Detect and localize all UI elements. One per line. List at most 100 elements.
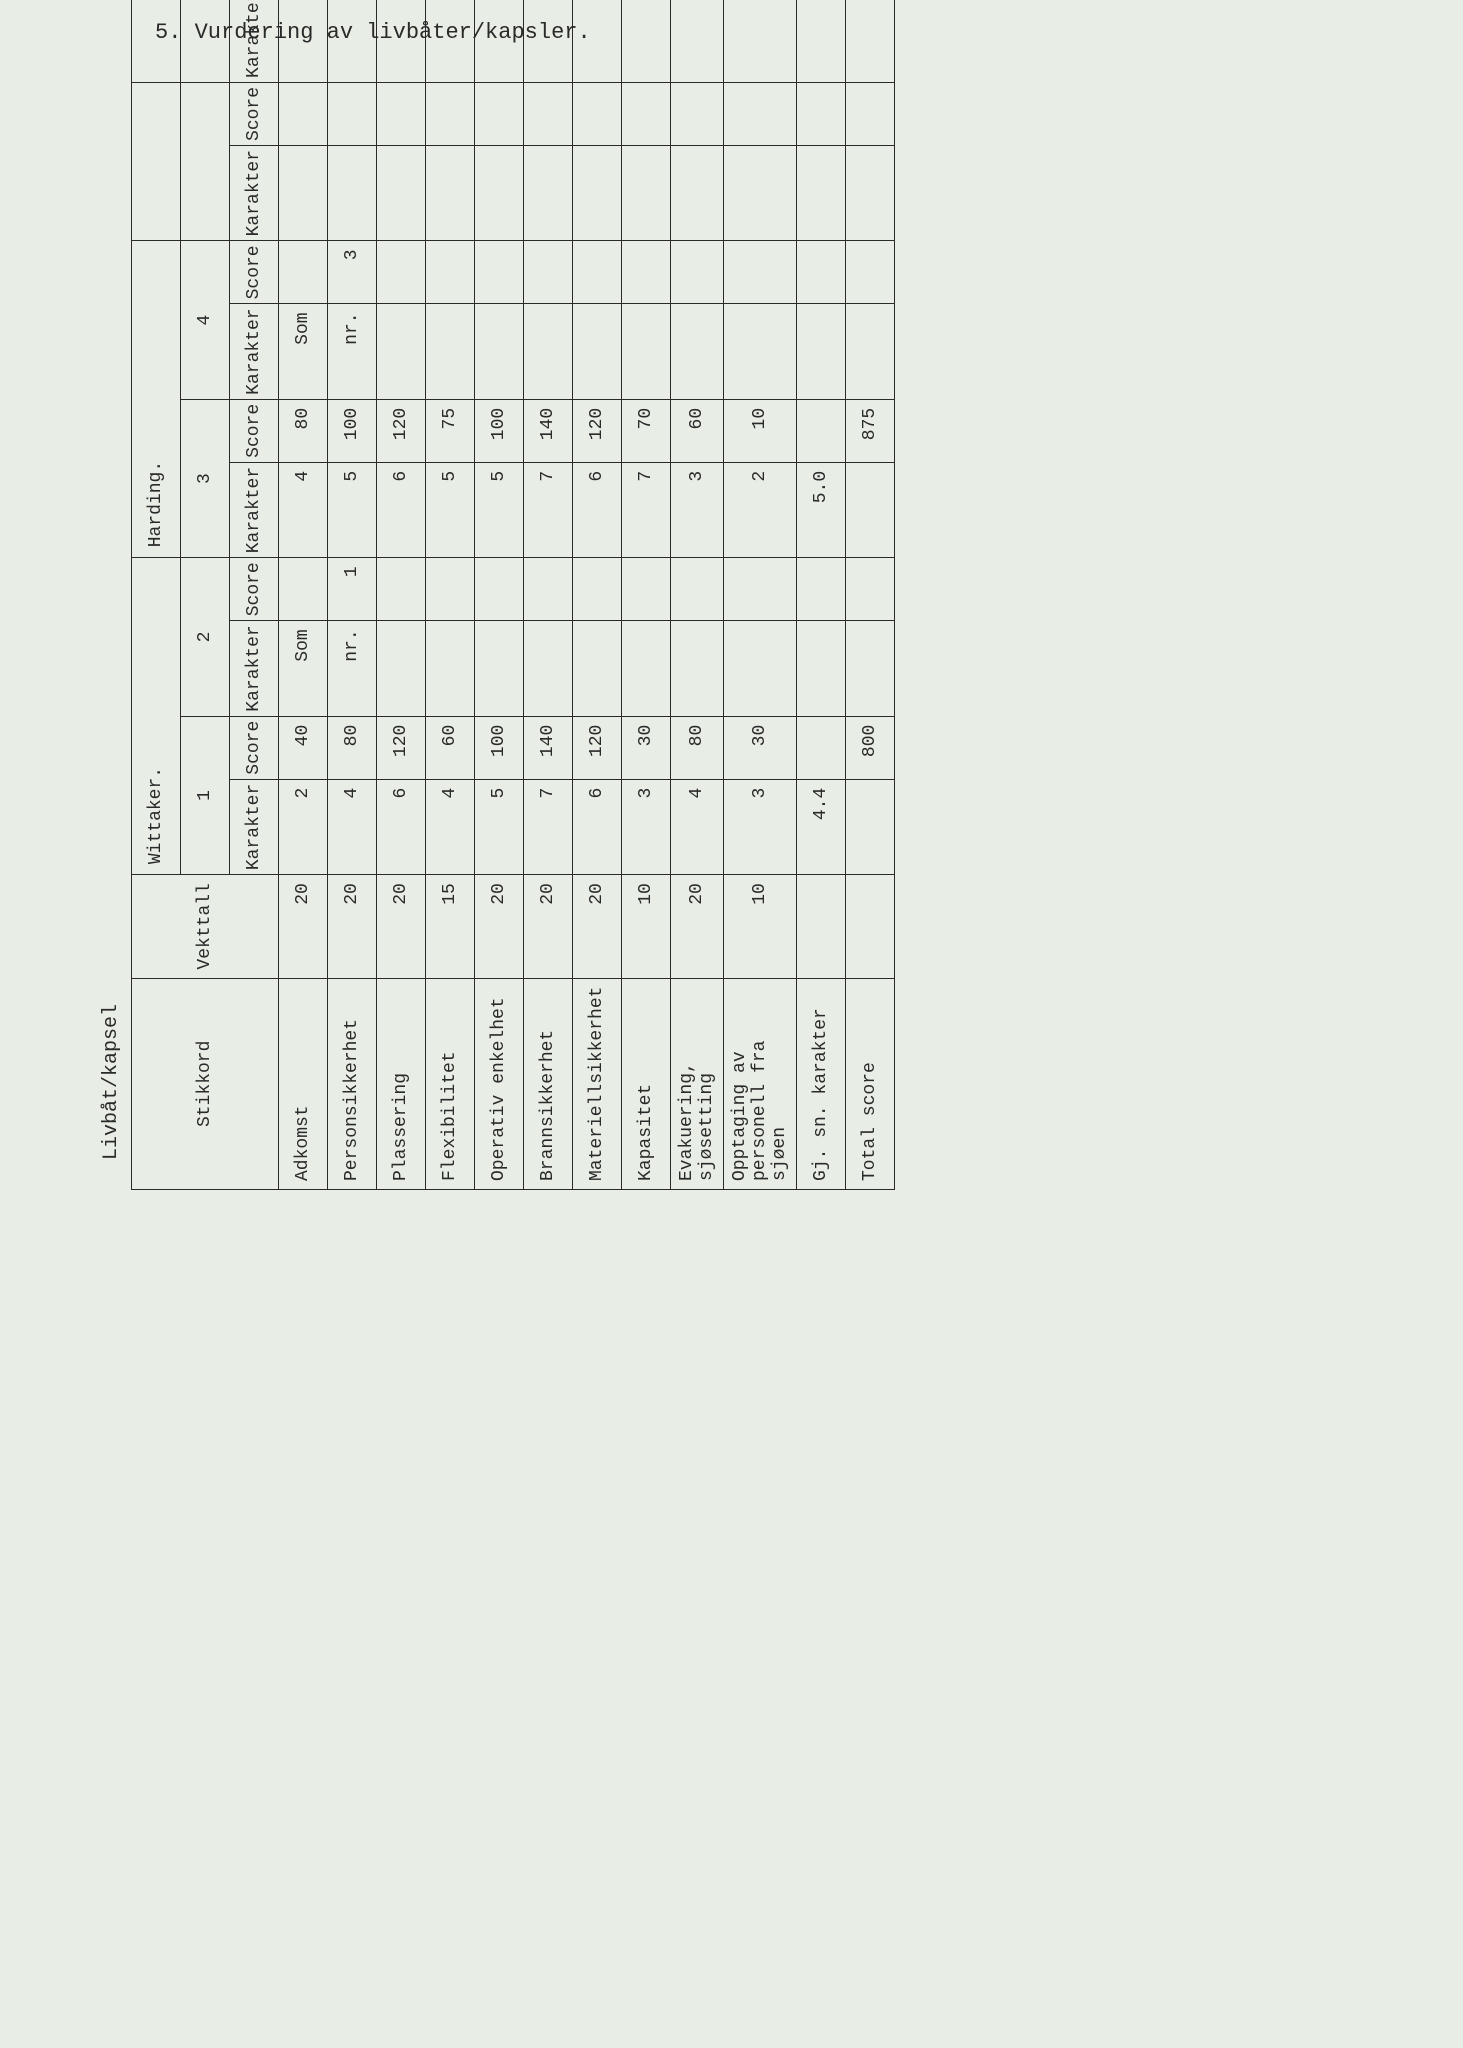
row-k1: 7	[524, 779, 573, 874]
row-k3: 2	[724, 462, 797, 557]
row-k6	[475, 0, 524, 82]
row-k5	[377, 145, 426, 240]
row-k2	[573, 621, 622, 716]
row-s3: 80	[279, 399, 328, 462]
row-label: Operativ enkelhet	[475, 978, 524, 1189]
total-s3: 875	[846, 399, 895, 462]
row-k4	[475, 304, 524, 399]
row-s4	[573, 241, 622, 304]
header-s1: Score	[230, 716, 279, 779]
row-k3: 7	[524, 462, 573, 557]
row-label: Evakuering, sjøsetting	[671, 978, 724, 1189]
total-k4	[846, 304, 895, 399]
table-title: Livbåt/kapsel	[100, 0, 123, 1160]
header-num-4: 4	[181, 241, 230, 399]
row-k5	[328, 145, 377, 240]
header-num-2: 2	[181, 558, 230, 716]
row-k1: 5	[475, 779, 524, 874]
row-k1: 4	[671, 779, 724, 874]
row-vekt: 20	[524, 875, 573, 978]
row-vekt: 10	[622, 875, 671, 978]
row-vekt: 15	[426, 875, 475, 978]
row-k5	[279, 145, 328, 240]
row-s1: 30	[622, 716, 671, 779]
row-label: Opptaging av personell fra sjøen	[724, 978, 797, 1189]
header-group-row: Stikkord Vekttall Wittaker. Harding.	[132, 0, 181, 1190]
row-s1: 140	[524, 716, 573, 779]
row-k4	[622, 304, 671, 399]
row-s1: 100	[475, 716, 524, 779]
row-s4	[377, 241, 426, 304]
row-k1: 3	[622, 779, 671, 874]
header-blank-a	[132, 82, 181, 240]
header-k5: Karakter	[230, 145, 279, 240]
header-k2: Karakter	[230, 621, 279, 716]
gjsn-s2	[797, 558, 846, 621]
header-k4: Karakter	[230, 304, 279, 399]
row-s2	[622, 558, 671, 621]
gjsn-k5	[797, 145, 846, 240]
row-vekt: 20	[475, 875, 524, 978]
total-k1	[846, 779, 895, 874]
row-k1: 4	[328, 779, 377, 874]
header-s3: Score	[230, 399, 279, 462]
row-k5	[724, 145, 797, 240]
header-num-blank-b	[181, 0, 230, 82]
table-row: Materiellsikkerhet2061206120	[573, 0, 622, 1190]
row-k4: Som	[279, 304, 328, 399]
row-s5	[377, 82, 426, 145]
row-k2	[426, 621, 475, 716]
row-label: Flexibilitet	[426, 978, 475, 1189]
row-k2	[475, 621, 524, 716]
gjsn-label: Gj. sn. karakter	[797, 978, 846, 1189]
row-k3: 3	[671, 462, 724, 557]
table-body: Adkomst20240Som480SomPersonsikkerhet2048…	[279, 0, 797, 1190]
row-s3: 120	[573, 399, 622, 462]
row-k3: 4	[279, 462, 328, 557]
table-row: Opptaging av personell fra sjøen10330210	[724, 0, 797, 1190]
total-s4	[846, 241, 895, 304]
row-s1: 40	[279, 716, 328, 779]
summary-gjsn-row: Gj. sn. karakter 4.4 5.0	[797, 0, 846, 1190]
row-s2	[524, 558, 573, 621]
row-s4	[724, 241, 797, 304]
row-s2	[377, 558, 426, 621]
row-s1: 120	[377, 716, 426, 779]
row-k4	[524, 304, 573, 399]
gjsn-k2	[797, 621, 846, 716]
row-k6	[328, 0, 377, 82]
row-s2	[671, 558, 724, 621]
row-s5	[426, 82, 475, 145]
row-s5	[622, 82, 671, 145]
row-s3: 140	[524, 399, 573, 462]
total-s5	[846, 82, 895, 145]
header-harding: Harding.	[132, 241, 181, 558]
row-k4	[426, 304, 475, 399]
header-num-3: 3	[181, 399, 230, 557]
header-k1: Karakter	[230, 779, 279, 874]
row-vekt: 20	[671, 875, 724, 978]
header-blank-b	[132, 0, 181, 82]
row-s3: 60	[671, 399, 724, 462]
row-label: Brannsikkerhet	[524, 978, 573, 1189]
table-row: Brannsikkerhet2071407140	[524, 0, 573, 1190]
row-k6	[724, 0, 797, 82]
row-s2: 1	[328, 558, 377, 621]
header-num-blank-a	[181, 82, 230, 240]
row-s2	[724, 558, 797, 621]
gjsn-s3	[797, 399, 846, 462]
total-k6	[846, 0, 895, 82]
row-s2	[475, 558, 524, 621]
row-k5	[573, 145, 622, 240]
row-k4	[671, 304, 724, 399]
row-s1: 80	[671, 716, 724, 779]
row-label: Plassering	[377, 978, 426, 1189]
total-label: Total score	[846, 978, 895, 1189]
header-wittaker: Wittaker.	[132, 558, 181, 875]
row-k6	[622, 0, 671, 82]
row-s4	[622, 241, 671, 304]
row-k6	[426, 0, 475, 82]
table-row: Flexibilitet15460575	[426, 0, 475, 1190]
row-k2	[724, 621, 797, 716]
row-s3: 100	[475, 399, 524, 462]
